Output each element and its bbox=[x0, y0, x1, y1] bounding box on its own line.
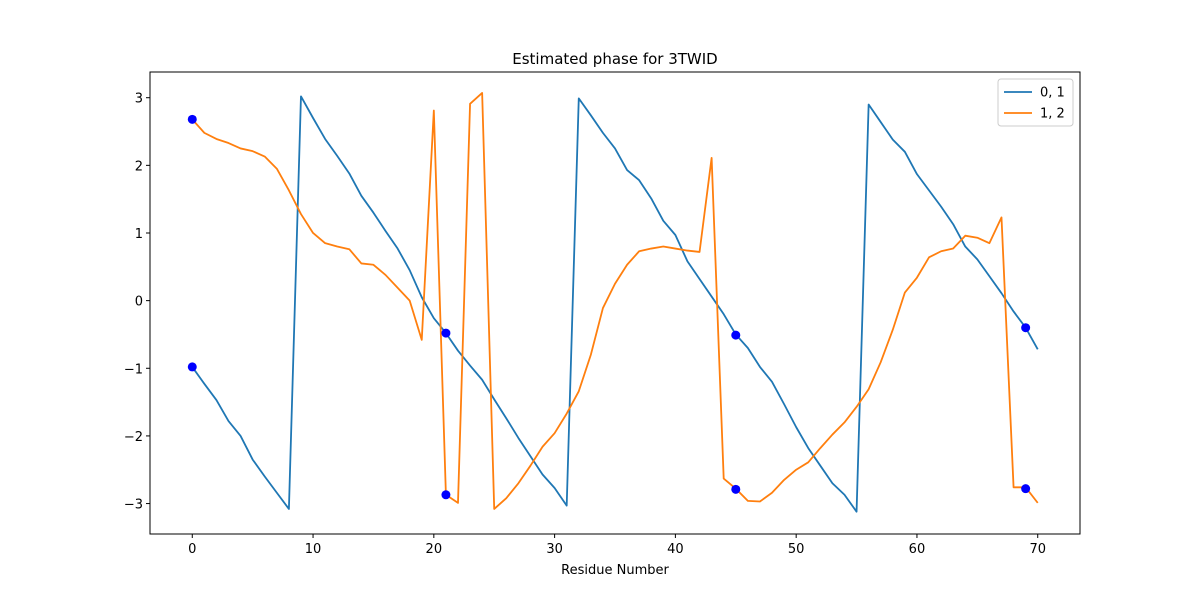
legend: 0, 1 1, 2 bbox=[997, 78, 1074, 127]
y-tick-label: −2 bbox=[124, 430, 143, 445]
x-tick-label: 50 bbox=[788, 542, 805, 557]
x-tick-label: 10 bbox=[305, 542, 322, 557]
phase-marker bbox=[1021, 484, 1031, 494]
series-line-1 bbox=[191, 95, 1039, 513]
phase-marker bbox=[441, 328, 451, 338]
series-line-2 bbox=[191, 92, 1039, 510]
axes-frame bbox=[149, 71, 1081, 535]
y-tick-label: −3 bbox=[124, 498, 143, 513]
x-tick-label: 20 bbox=[426, 542, 443, 557]
phase-marker bbox=[441, 490, 451, 500]
y-tick-label: 3 bbox=[135, 92, 143, 107]
phase-marker bbox=[187, 114, 197, 124]
chart-title: Estimated phase for 3TWID bbox=[512, 50, 717, 68]
legend-label-2: 1, 2 bbox=[1040, 107, 1065, 122]
legend-box bbox=[997, 78, 1074, 127]
y-tick-label: −1 bbox=[124, 362, 143, 377]
phase-marker bbox=[187, 362, 197, 372]
x-tick-label: 40 bbox=[667, 542, 684, 557]
x-tick-label: 0 bbox=[188, 542, 196, 557]
legend-label-1: 0, 1 bbox=[1040, 86, 1065, 101]
y-axis-ticks: −3 −2 −1 0 1 2 3 bbox=[124, 92, 150, 513]
x-tick-label: 60 bbox=[909, 542, 926, 557]
y-tick-label: 1 bbox=[135, 227, 143, 242]
phase-marker bbox=[731, 484, 741, 494]
x-tick-label: 30 bbox=[546, 542, 563, 557]
phase-marker bbox=[731, 330, 741, 340]
x-axis-ticks: 0 10 20 30 40 50 60 70 bbox=[188, 534, 1046, 557]
plot-area bbox=[149, 71, 1081, 535]
y-tick-label: 2 bbox=[135, 159, 143, 174]
x-tick-label: 70 bbox=[1029, 542, 1046, 557]
y-tick-label: 0 bbox=[135, 295, 143, 310]
x-axis-label: Residue Number bbox=[561, 563, 669, 578]
phase-marker bbox=[1021, 323, 1031, 333]
